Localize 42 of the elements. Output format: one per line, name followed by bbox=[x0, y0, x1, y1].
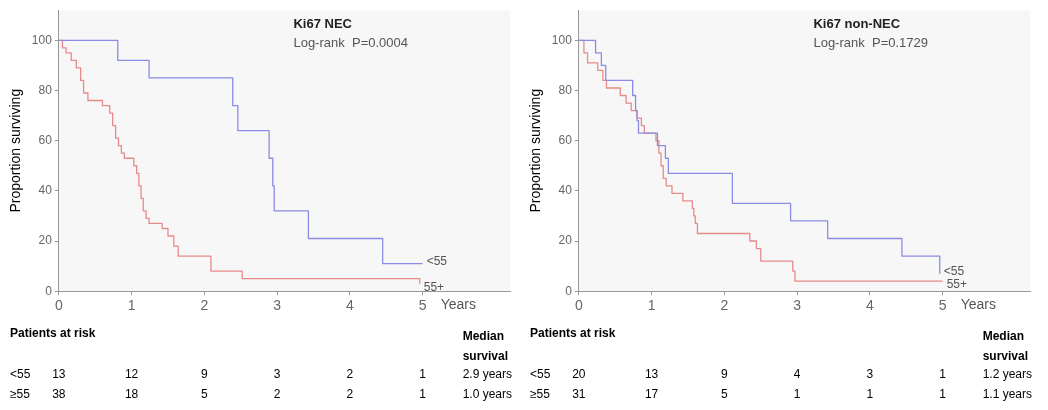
x-tick-label: 5 bbox=[418, 297, 427, 314]
text: Patients at risk bbox=[530, 326, 616, 340]
series-label: <55 bbox=[943, 263, 965, 278]
text: Patients at risk bbox=[10, 326, 96, 340]
y-tick-label: 0 bbox=[45, 283, 53, 298]
x-tick-label: 4 bbox=[866, 297, 875, 314]
y-tick-label: 40 bbox=[558, 183, 573, 198]
y-tick-label: 100 bbox=[31, 32, 53, 47]
y-tick-label: 0 bbox=[565, 283, 573, 298]
y-tick-label: 80 bbox=[558, 82, 573, 97]
x-axis-title: Years bbox=[960, 296, 996, 313]
y-tick-label: 20 bbox=[558, 233, 573, 248]
y-tick-label: 60 bbox=[38, 132, 53, 147]
text: Ki67 non-NEC bbox=[813, 16, 901, 32]
text: Log-rank P=0.1729 bbox=[813, 35, 928, 51]
x-tick-label: 1 bbox=[647, 297, 656, 314]
series-label: <55 bbox=[426, 253, 448, 268]
text: Median survival bbox=[462, 328, 510, 365]
text: Ki67 NEC bbox=[293, 16, 353, 32]
text: ≥55 38 18 5 2 2 1 1.0 years bbox=[10, 387, 513, 401]
x-tick-label: 2 bbox=[200, 297, 209, 314]
x-axis-title: Years bbox=[440, 296, 476, 313]
y-tick-label: 60 bbox=[558, 132, 573, 147]
text: Log-rank P=0.0004 bbox=[293, 35, 408, 51]
x-tick-label: 5 bbox=[938, 297, 947, 314]
x-tick-label: 3 bbox=[273, 297, 282, 314]
y-axis-title: Proportion surviving bbox=[527, 88, 544, 213]
y-tick-label: 20 bbox=[38, 233, 53, 248]
y-tick-label: 40 bbox=[38, 183, 53, 198]
text: <55 13 12 9 3 2 1 2.9 years bbox=[10, 367, 513, 381]
y-axis-title: Proportion surviving bbox=[7, 88, 24, 213]
y-tick-label: 100 bbox=[551, 32, 573, 47]
text: <55 20 13 9 4 3 1 1.2 years bbox=[530, 367, 1033, 381]
x-tick-label: 4 bbox=[346, 297, 355, 314]
series-label: 55+ bbox=[423, 279, 445, 294]
x-tick-label: 3 bbox=[793, 297, 802, 314]
series-label: 55+ bbox=[946, 277, 968, 292]
x-tick-label: 1 bbox=[127, 297, 136, 314]
y-tick-label: 80 bbox=[38, 82, 53, 97]
text: ≥55 31 17 5 1 1 1 1.1 years bbox=[530, 387, 1033, 401]
text: Median survival bbox=[982, 328, 1030, 365]
x-tick-label: 2 bbox=[720, 297, 729, 314]
